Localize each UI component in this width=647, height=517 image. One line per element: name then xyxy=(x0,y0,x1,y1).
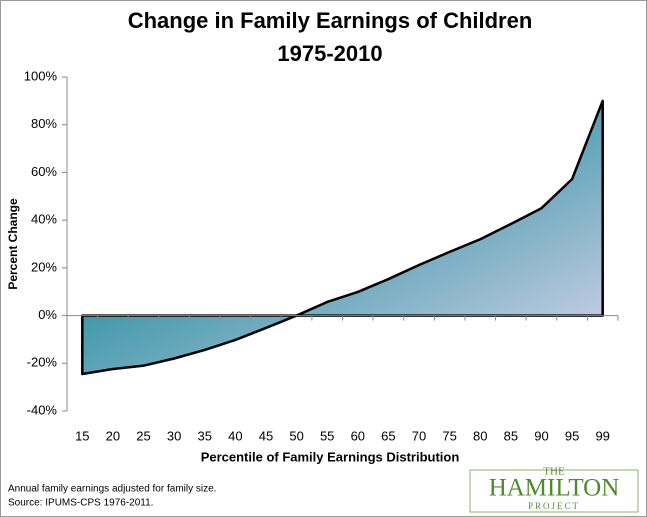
x-tick-label: 30 xyxy=(167,428,181,443)
y-tick-label: 0% xyxy=(38,307,57,322)
x-tick-label: 85 xyxy=(504,428,518,443)
x-tick-label: 15 xyxy=(75,428,89,443)
logo-main: HAMILTON xyxy=(489,475,620,502)
y-tick-label: 40% xyxy=(31,212,57,227)
x-tick-label: 75 xyxy=(442,428,456,443)
y-tick-label: 80% xyxy=(31,116,57,131)
x-tick-label: 55 xyxy=(320,428,334,443)
y-axis-label: Percent Change xyxy=(6,198,20,290)
chart-subtitle: 1975-2010 xyxy=(277,41,382,66)
x-axis-label: Percentile of Family Earnings Distributi… xyxy=(201,449,460,464)
area xyxy=(81,99,604,376)
y-tick-label: -40% xyxy=(27,402,58,417)
x-tick-label: 35 xyxy=(198,428,212,443)
x-tick-label: 40 xyxy=(228,428,242,443)
y-tick-label: 60% xyxy=(31,164,57,179)
x-tick-label: 80 xyxy=(473,428,487,443)
note: Annual family earnings adjusted for fami… xyxy=(8,484,216,495)
logo-bottom: PROJECT xyxy=(528,501,580,511)
note: Source: IPUMS-CPS 1976-2011. xyxy=(8,498,153,509)
x-tick-label: 70 xyxy=(412,428,426,443)
logo: THE HAMILTON PROJECT xyxy=(469,466,639,513)
x-tick-label: 65 xyxy=(381,428,395,443)
x-tick-label: 90 xyxy=(534,428,548,443)
logo-top: THE xyxy=(543,466,565,478)
chart-title: Change in Family Earnings of Children xyxy=(128,8,533,33)
x-tick-label: 45 xyxy=(259,428,273,443)
logo-box xyxy=(469,469,639,513)
x-tick-label: 60 xyxy=(351,428,365,443)
y-tick-label: 100% xyxy=(24,68,58,83)
x-tick-label: 99 xyxy=(595,428,609,443)
x-tick-label: 25 xyxy=(136,428,150,443)
x-tick-label: 20 xyxy=(106,428,120,443)
x-tick-label: 95 xyxy=(565,428,579,443)
y-tick-label: 20% xyxy=(31,259,57,274)
x-tick-label: 50 xyxy=(289,428,303,443)
y-tick-label: -20% xyxy=(27,355,58,370)
